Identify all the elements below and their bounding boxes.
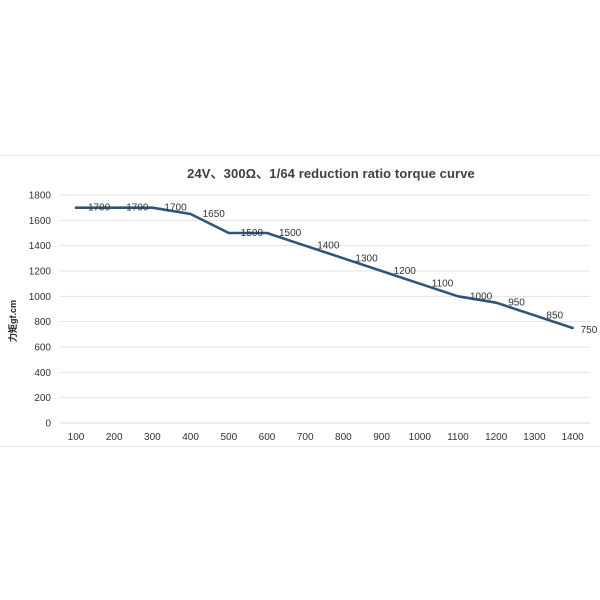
y-tick-label: 1400 (29, 241, 52, 252)
x-tick-label: 700 (297, 432, 314, 443)
x-tick-label: 400 (182, 432, 199, 443)
x-tick-label: 500 (220, 432, 237, 443)
y-tick-label: 0 (45, 419, 51, 430)
x-tick-label: 1100 (447, 432, 469, 443)
x-tick-label: 600 (259, 432, 276, 443)
data-label: 1700 (164, 203, 187, 214)
chart-title: 24V、300Ω、1/64 reduction ratio torque cur… (187, 166, 475, 181)
x-tick-label: 1400 (561, 432, 584, 443)
data-label: 1700 (126, 203, 149, 214)
data-label: 850 (546, 310, 563, 321)
y-tick-label: 1600 (29, 216, 52, 227)
data-label: 1400 (317, 241, 340, 252)
grid-lines (60, 194, 590, 424)
chart-frame (0, 155, 600, 447)
data-label: 1100 (432, 279, 454, 290)
y-tick-label: 800 (34, 317, 51, 328)
x-tick-label: 900 (373, 432, 390, 443)
data-label: 1650 (203, 209, 226, 220)
data-label: 950 (508, 298, 525, 309)
x-tick-label: 300 (144, 432, 161, 443)
x-tick-label: 1200 (485, 432, 508, 443)
y-tick-label: 600 (34, 343, 51, 354)
data-label: 1500 (241, 228, 264, 239)
y-tick-label: 200 (34, 393, 51, 404)
data-label: 1300 (355, 253, 378, 264)
data-labels: 1700 1700 1700 1650 1500 1500 1400 1300 1200 1100… (88, 203, 598, 336)
y-tick-label: 1800 (29, 191, 52, 202)
data-label: 1200 (394, 266, 417, 277)
y-tick-labels: 0 200 400 600 800 1000 1200 1400 1600 1800 (29, 191, 52, 430)
x-tick-label: 200 (106, 432, 123, 443)
series-line (74, 206, 574, 330)
y-tick-label: 1200 (29, 267, 52, 278)
data-label: 750 (581, 325, 598, 336)
x-tick-label: 800 (335, 432, 352, 443)
data-label: 1000 (470, 291, 493, 302)
x-tick-label: 100 (68, 432, 85, 443)
x-tick-labels: 100 200 300 400 500 600 700 800 900 1000 1100 1200 1… (68, 432, 585, 443)
y-tick-label: 1000 (29, 292, 52, 303)
data-label: 1700 (88, 203, 111, 214)
y-tick-label: 400 (34, 368, 51, 379)
x-tick-label: 1000 (409, 432, 432, 443)
data-label: 1500 (279, 228, 302, 239)
series-line-group (74, 206, 574, 330)
x-tick-label: 1300 (523, 432, 546, 443)
